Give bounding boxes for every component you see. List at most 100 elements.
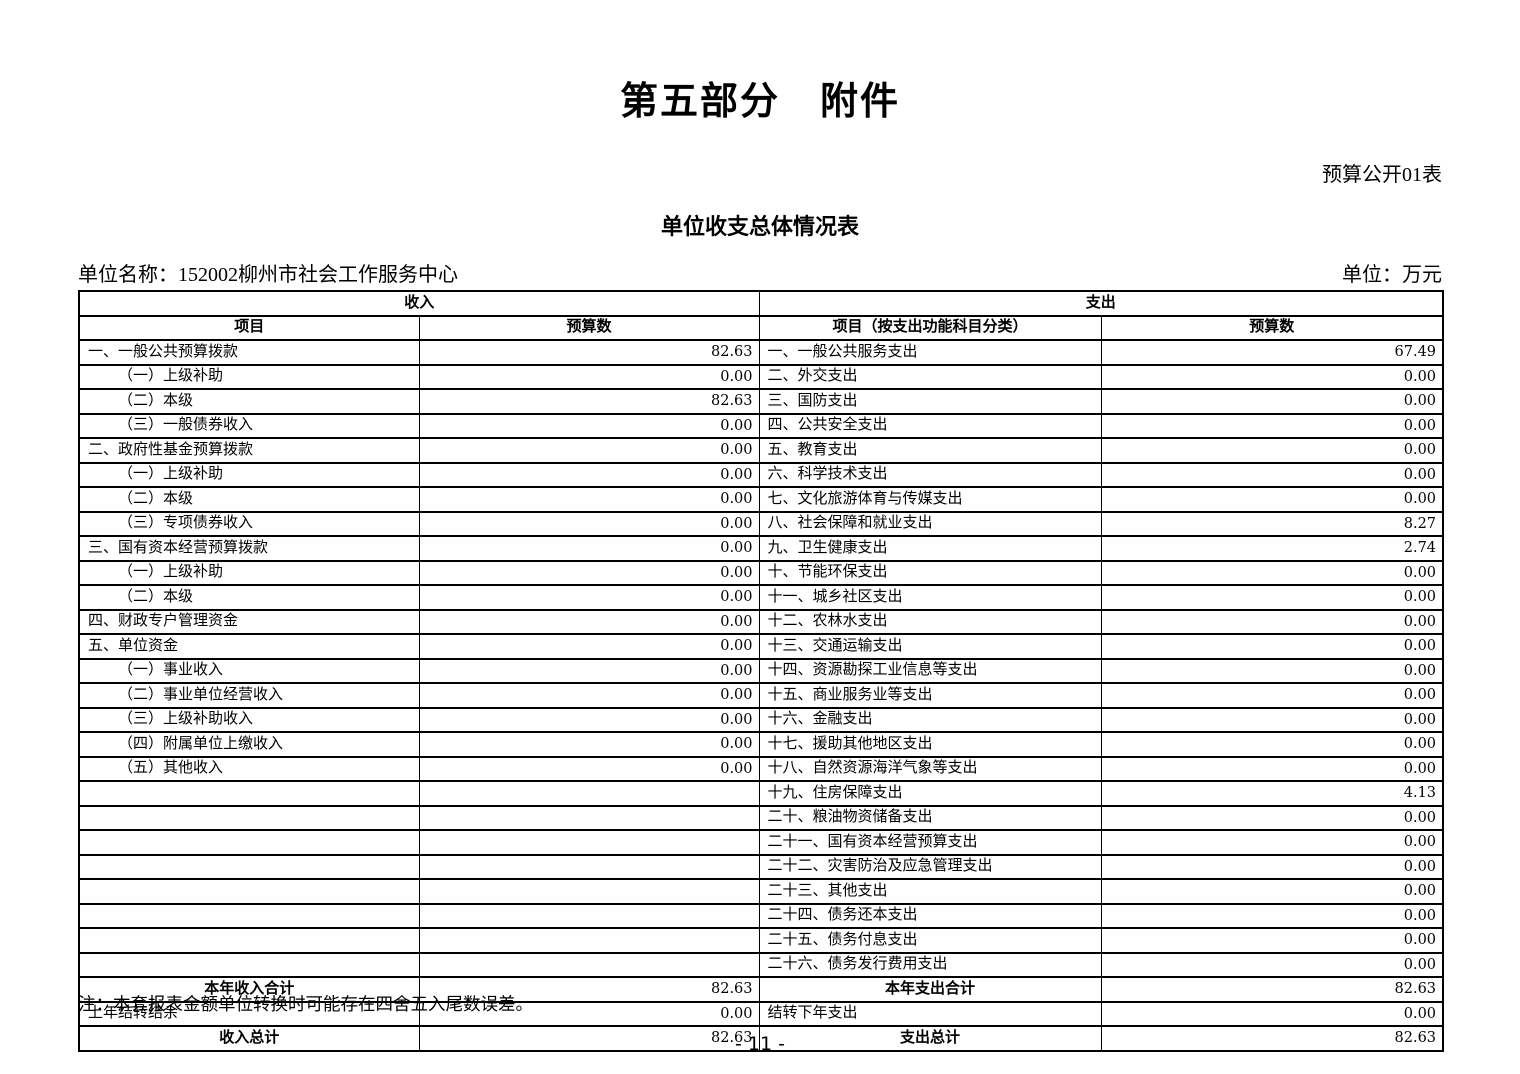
income-value-cell: 0.00 [418, 1000, 760, 1027]
income-value-cell: 0.00 [418, 535, 760, 562]
expense-item-cell: 五、教育支出 [758, 437, 1102, 464]
income-item-cell: （一）上级补助 [78, 461, 420, 488]
income-item-cell [78, 878, 420, 905]
income-item-cell: 四、财政专户管理资金 [78, 608, 420, 635]
income-value-cell: 0.00 [418, 731, 760, 758]
expense-item-cell: 十一、城乡社区支出 [758, 584, 1102, 611]
column-header-row: 项目 预算数 项目（按支出功能科目分类） 预算数 [78, 314, 1444, 341]
expense-value-cell: 2.74 [1100, 535, 1444, 562]
expense-value-cell: 82.63 [1100, 1025, 1444, 1052]
table-row: （二）事业单位经营收入 0.00 十五、商业服务业等支出 0.00 [78, 682, 1444, 709]
income-item-cell [78, 829, 420, 856]
expense-item-cell: 二十一、国有资本经营预算支出 [758, 829, 1102, 856]
table-row: （五）其他收入 0.00 十八、自然资源海洋气象等支出 0.00 [78, 755, 1444, 782]
income-value-cell [418, 927, 760, 954]
expense-value-cell: 82.63 [1100, 976, 1444, 1003]
table-row: 五、单位资金 0.00 十三、交通运输支出 0.00 [78, 633, 1444, 660]
expense-value-cell: 8.27 [1100, 510, 1444, 537]
income-item-cell: 上年结转结余 [78, 1000, 420, 1027]
income-item-column-header: 项目 [78, 314, 420, 341]
expense-value-cell: 0.00 [1100, 584, 1444, 611]
table-row: 一、一般公共预算拨款 82.63 一、一般公共服务支出 67.49 [78, 339, 1444, 366]
currency-unit-label: 单位：万元 [1342, 264, 1442, 286]
expense-item-cell: 二十三、其他支出 [758, 878, 1102, 905]
income-value-cell: 82.63 [418, 388, 760, 415]
table-row: （一）上级补助 0.00 六、科学技术支出 0.00 [78, 461, 1444, 488]
income-value-cell: 0.00 [418, 559, 760, 586]
table-row: （二）本级 0.00 七、文化旅游体育与传媒支出 0.00 [78, 486, 1444, 513]
income-value-cell [418, 829, 760, 856]
income-value-cell: 0.00 [418, 486, 760, 513]
expense-item-cell: 十二、农林水支出 [758, 608, 1102, 635]
income-value-cell: 0.00 [418, 682, 760, 709]
table-row: 四、财政专户管理资金 0.00 十二、农林水支出 0.00 [78, 608, 1444, 635]
table-row: （二）本级 0.00 十一、城乡社区支出 0.00 [78, 584, 1444, 611]
income-item-cell: 一、一般公共预算拨款 [78, 339, 420, 366]
expense-item-cell: 二、外交支出 [758, 363, 1102, 390]
expense-value-cell: 0.00 [1100, 951, 1444, 978]
expense-item-cell: 十七、援助其他地区支出 [758, 731, 1102, 758]
expense-value-cell: 0.00 [1100, 731, 1444, 758]
expense-item-cell: 十、节能环保支出 [758, 559, 1102, 586]
expense-section-header: 支出 [758, 290, 1444, 317]
expense-value-cell: 0.00 [1100, 755, 1444, 782]
income-value-cell [418, 804, 760, 831]
expense-item-cell: 六、科学技术支出 [758, 461, 1102, 488]
income-value-cell [418, 780, 760, 807]
expense-item-cell: 九、卫生健康支出 [758, 535, 1102, 562]
expense-item-column-header: 项目（按支出功能科目分类） [758, 314, 1102, 341]
expense-value-cell: 0.00 [1100, 657, 1444, 684]
income-value-cell: 0.00 [418, 755, 760, 782]
income-item-cell: （二）本级 [78, 584, 420, 611]
table-row: （四）附属单位上缴收入 0.00 十七、援助其他地区支出 0.00 [78, 731, 1444, 758]
income-item-cell: （一）上级补助 [78, 363, 420, 390]
expense-value-cell: 0.00 [1100, 461, 1444, 488]
expense-item-cell: 十八、自然资源海洋气象等支出 [758, 755, 1102, 782]
expense-value-cell: 0.00 [1100, 829, 1444, 856]
income-value-cell: 0.00 [418, 584, 760, 611]
table-row: 收入总计 82.63 支出总计 82.63 [78, 1025, 1444, 1052]
expense-item-cell: 二十四、债务还本支出 [758, 902, 1102, 929]
income-item-cell: （一）事业收入 [78, 657, 420, 684]
income-budget-column-header: 预算数 [418, 314, 760, 341]
income-value-cell [418, 853, 760, 880]
section-header-row: 收入 支出 [78, 290, 1444, 317]
income-value-cell: 82.63 [418, 1025, 760, 1052]
expense-item-cell: 八、社会保障和就业支出 [758, 510, 1102, 537]
income-item-cell: 三、国有资本经营预算拨款 [78, 535, 420, 562]
expense-value-cell: 0.00 [1100, 878, 1444, 905]
expense-item-cell: 二十六、债务发行费用支出 [758, 951, 1102, 978]
table-row: 二十、粮油物资储备支出 0.00 [78, 804, 1444, 831]
income-value-cell [418, 951, 760, 978]
income-item-cell: 二、政府性基金预算拨款 [78, 437, 420, 464]
table-row: （三）专项债券收入 0.00 八、社会保障和就业支出 8.27 [78, 510, 1444, 537]
income-item-cell [78, 951, 420, 978]
table-row: 二十二、灾害防治及应急管理支出 0.00 [78, 853, 1444, 880]
table-row: 二十一、国有资本经营预算支出 0.00 [78, 829, 1444, 856]
expense-value-cell: 0.00 [1100, 412, 1444, 439]
table-row: 二十四、债务还本支出 0.00 [78, 902, 1444, 929]
expense-value-cell: 0.00 [1100, 486, 1444, 513]
budget-table: 收入 支出 项目 预算数 项目（按支出功能科目分类） 预算数 一、一般公共预算拨… [78, 290, 1445, 1052]
expense-item-cell: 十四、资源勘探工业信息等支出 [758, 657, 1102, 684]
income-value-cell: 0.00 [418, 363, 760, 390]
income-item-cell: （二）事业单位经营收入 [78, 682, 420, 709]
table-row: 二十五、债务付息支出 0.00 [78, 927, 1444, 954]
expense-item-cell: 支出总计 [758, 1025, 1102, 1052]
income-item-cell: （四）附属单位上缴收入 [78, 731, 420, 758]
expense-value-cell: 0.00 [1100, 363, 1444, 390]
expense-value-cell: 0.00 [1100, 559, 1444, 586]
table-row: （三）上级补助收入 0.00 十六、金融支出 0.00 [78, 706, 1444, 733]
income-section-header: 收入 [78, 290, 760, 317]
income-item-cell: 收入总计 [78, 1025, 420, 1052]
expense-item-cell: 三、国防支出 [758, 388, 1102, 415]
expense-value-cell: 0.00 [1100, 927, 1444, 954]
page-title: 第五部分 附件 [619, 79, 900, 123]
table-row: 上年结转结余 0.00 结转下年支出 0.00 [78, 1000, 1444, 1027]
income-value-cell: 0.00 [418, 412, 760, 439]
income-value-cell: 0.00 [418, 633, 760, 660]
income-item-cell [78, 804, 420, 831]
expense-item-cell: 四、公共安全支出 [758, 412, 1102, 439]
table-row: （一）上级补助 0.00 二、外交支出 0.00 [78, 363, 1444, 390]
